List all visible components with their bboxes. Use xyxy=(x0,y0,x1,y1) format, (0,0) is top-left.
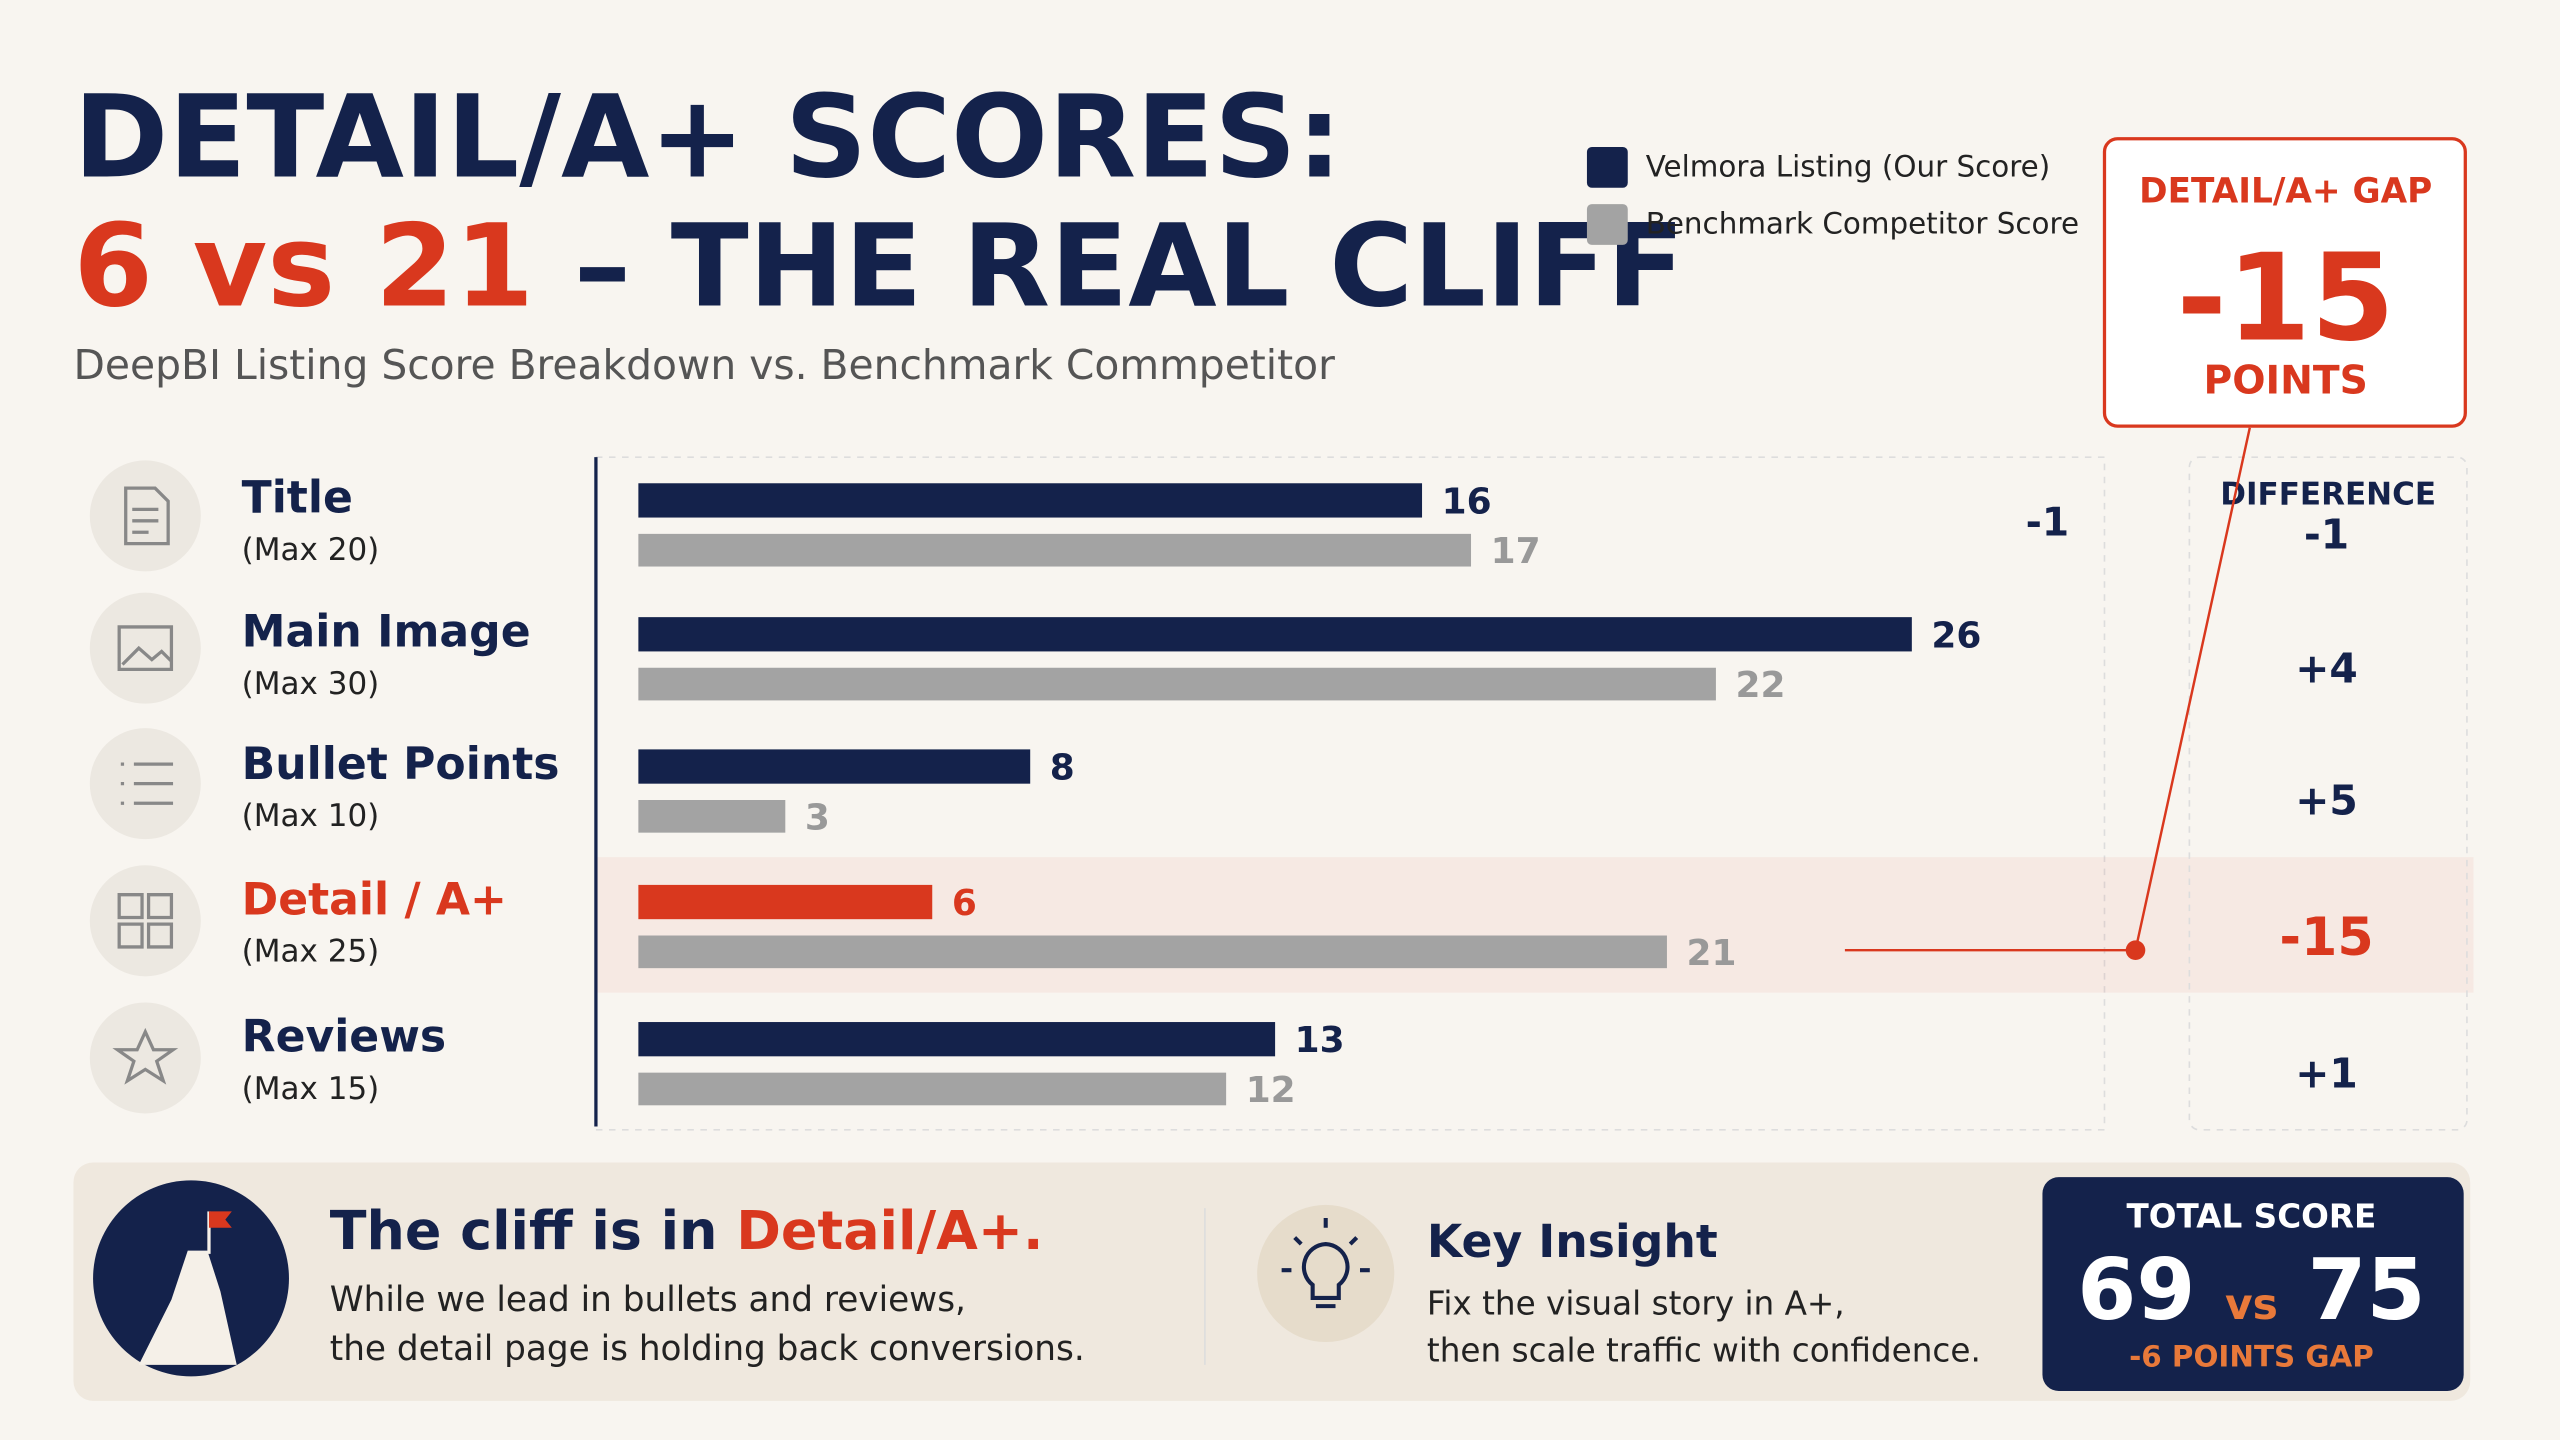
bar xyxy=(638,1072,1227,1106)
total-box xyxy=(2042,1177,2464,1392)
total-ours: 69 xyxy=(2077,1241,2195,1340)
category-note: (Max 25) xyxy=(242,934,380,970)
bar xyxy=(638,1022,1276,1057)
bar xyxy=(638,617,1912,652)
icon-bg xyxy=(89,460,201,572)
bar-value-label: 3 xyxy=(805,797,830,838)
total-gap: -6 POINTS GAP xyxy=(2129,1340,2374,1374)
legend-label: Velmora Listing (Our Score) xyxy=(1646,149,2051,183)
category-label: Title xyxy=(242,473,353,524)
callout-box xyxy=(2102,137,2467,428)
footer-headline-text: The cliff is in xyxy=(330,1199,718,1262)
title-highlight: 6 vs 21 xyxy=(73,199,534,332)
difference-panel xyxy=(2188,456,2468,1131)
bar xyxy=(638,749,1031,784)
legend: Velmora Listing (Our Score) Benchmark Com… xyxy=(1586,146,2079,245)
bar xyxy=(638,483,1423,518)
bar-value-label: 21 xyxy=(1687,933,1737,974)
total-title: TOTAL SCORE xyxy=(2127,1198,2377,1236)
highlight-band xyxy=(595,857,2474,993)
title-line: 6 vs 21 – THE REAL CLIFF xyxy=(73,199,1684,332)
title-line: DETAIL/A+ SCORES: xyxy=(73,70,1342,203)
bulb xyxy=(1281,1217,1370,1309)
icon-star xyxy=(112,1027,179,1085)
category-label: Main Image xyxy=(242,607,531,658)
insight-line: Fix the visual story in A+, xyxy=(1427,1284,1845,1322)
subtitle: DeepBI Listing Score Breakdown vs. Bench… xyxy=(73,341,1335,389)
bar xyxy=(638,533,1472,567)
title-rest: – THE REAL CLIFF xyxy=(574,199,1685,332)
bar xyxy=(638,884,933,920)
bar xyxy=(638,800,786,833)
insight-line: then scale traffic with confidence. xyxy=(1427,1332,1981,1370)
bar-value-label: 26 xyxy=(1931,615,1981,656)
category-label: Detail / A+ xyxy=(242,874,507,925)
bar-value-label: 8 xyxy=(1050,748,1075,789)
connector-dot xyxy=(2125,940,2146,960)
icon-bg xyxy=(89,592,201,704)
difference-title: DIFFERENCE xyxy=(2220,476,2436,512)
callout-title: DETAIL/A+ GAP xyxy=(2139,171,2432,211)
insight-title: Key Insight xyxy=(1427,1215,1718,1268)
footer-line: the detail page is holding back conversi… xyxy=(330,1329,1085,1369)
callout-value: -15 xyxy=(2177,229,2395,369)
total-theirs: 75 xyxy=(2307,1241,2425,1340)
difference-value: +4 xyxy=(2295,644,2358,692)
bulb-bg xyxy=(1257,1204,1395,1343)
callout-unit: POINTS xyxy=(2204,358,2368,403)
legend-swatch xyxy=(1586,204,1628,245)
flag xyxy=(208,1211,232,1228)
difference-value: +5 xyxy=(2295,777,2358,825)
bar-value-label: 12 xyxy=(1246,1070,1296,1111)
icon-image xyxy=(117,625,174,672)
category-note: (Max 30) xyxy=(242,666,380,702)
footer-headline-highlight: Detail/A+. xyxy=(736,1199,1043,1262)
difference-value: +1 xyxy=(2295,1049,2358,1097)
difference-value: -1 xyxy=(2304,511,2349,559)
total-scores: 69 vs 75 xyxy=(2077,1241,2425,1340)
bar-value-label: 13 xyxy=(1295,1020,1345,1061)
legend-swatch xyxy=(1586,146,1628,188)
bar-value-label: 16 xyxy=(1442,481,1492,522)
bar-value-label: 17 xyxy=(1491,531,1541,572)
icon-grid xyxy=(117,893,174,949)
footer-line: While we lead in bullets and reviews, xyxy=(330,1280,966,1320)
bar-value-label: 22 xyxy=(1736,665,1786,706)
icon-bg xyxy=(89,865,201,977)
annotation: -1 xyxy=(2026,501,2070,546)
icon-bg xyxy=(89,1002,201,1114)
category-note: (Max 10) xyxy=(242,798,380,834)
total-vs: vs xyxy=(2225,1281,2278,1330)
category-label: Reviews xyxy=(242,1011,447,1062)
icon-list xyxy=(120,762,174,805)
category-note: (Max 20) xyxy=(242,532,380,568)
icons xyxy=(89,460,201,1114)
footer-headline: The cliff is in Detail/A+. xyxy=(330,1199,1044,1262)
icon-doc xyxy=(124,486,170,546)
bar-value-label: 6 xyxy=(952,883,977,924)
cliff-shape xyxy=(138,1250,237,1365)
legend-label: Benchmark Competitor Score xyxy=(1646,206,2079,240)
category-label: Bullet Points xyxy=(242,739,560,790)
bar xyxy=(638,935,1667,969)
bar xyxy=(638,667,1716,701)
difference-value: -15 xyxy=(2279,908,2373,968)
category-note: (Max 15) xyxy=(242,1071,380,1107)
